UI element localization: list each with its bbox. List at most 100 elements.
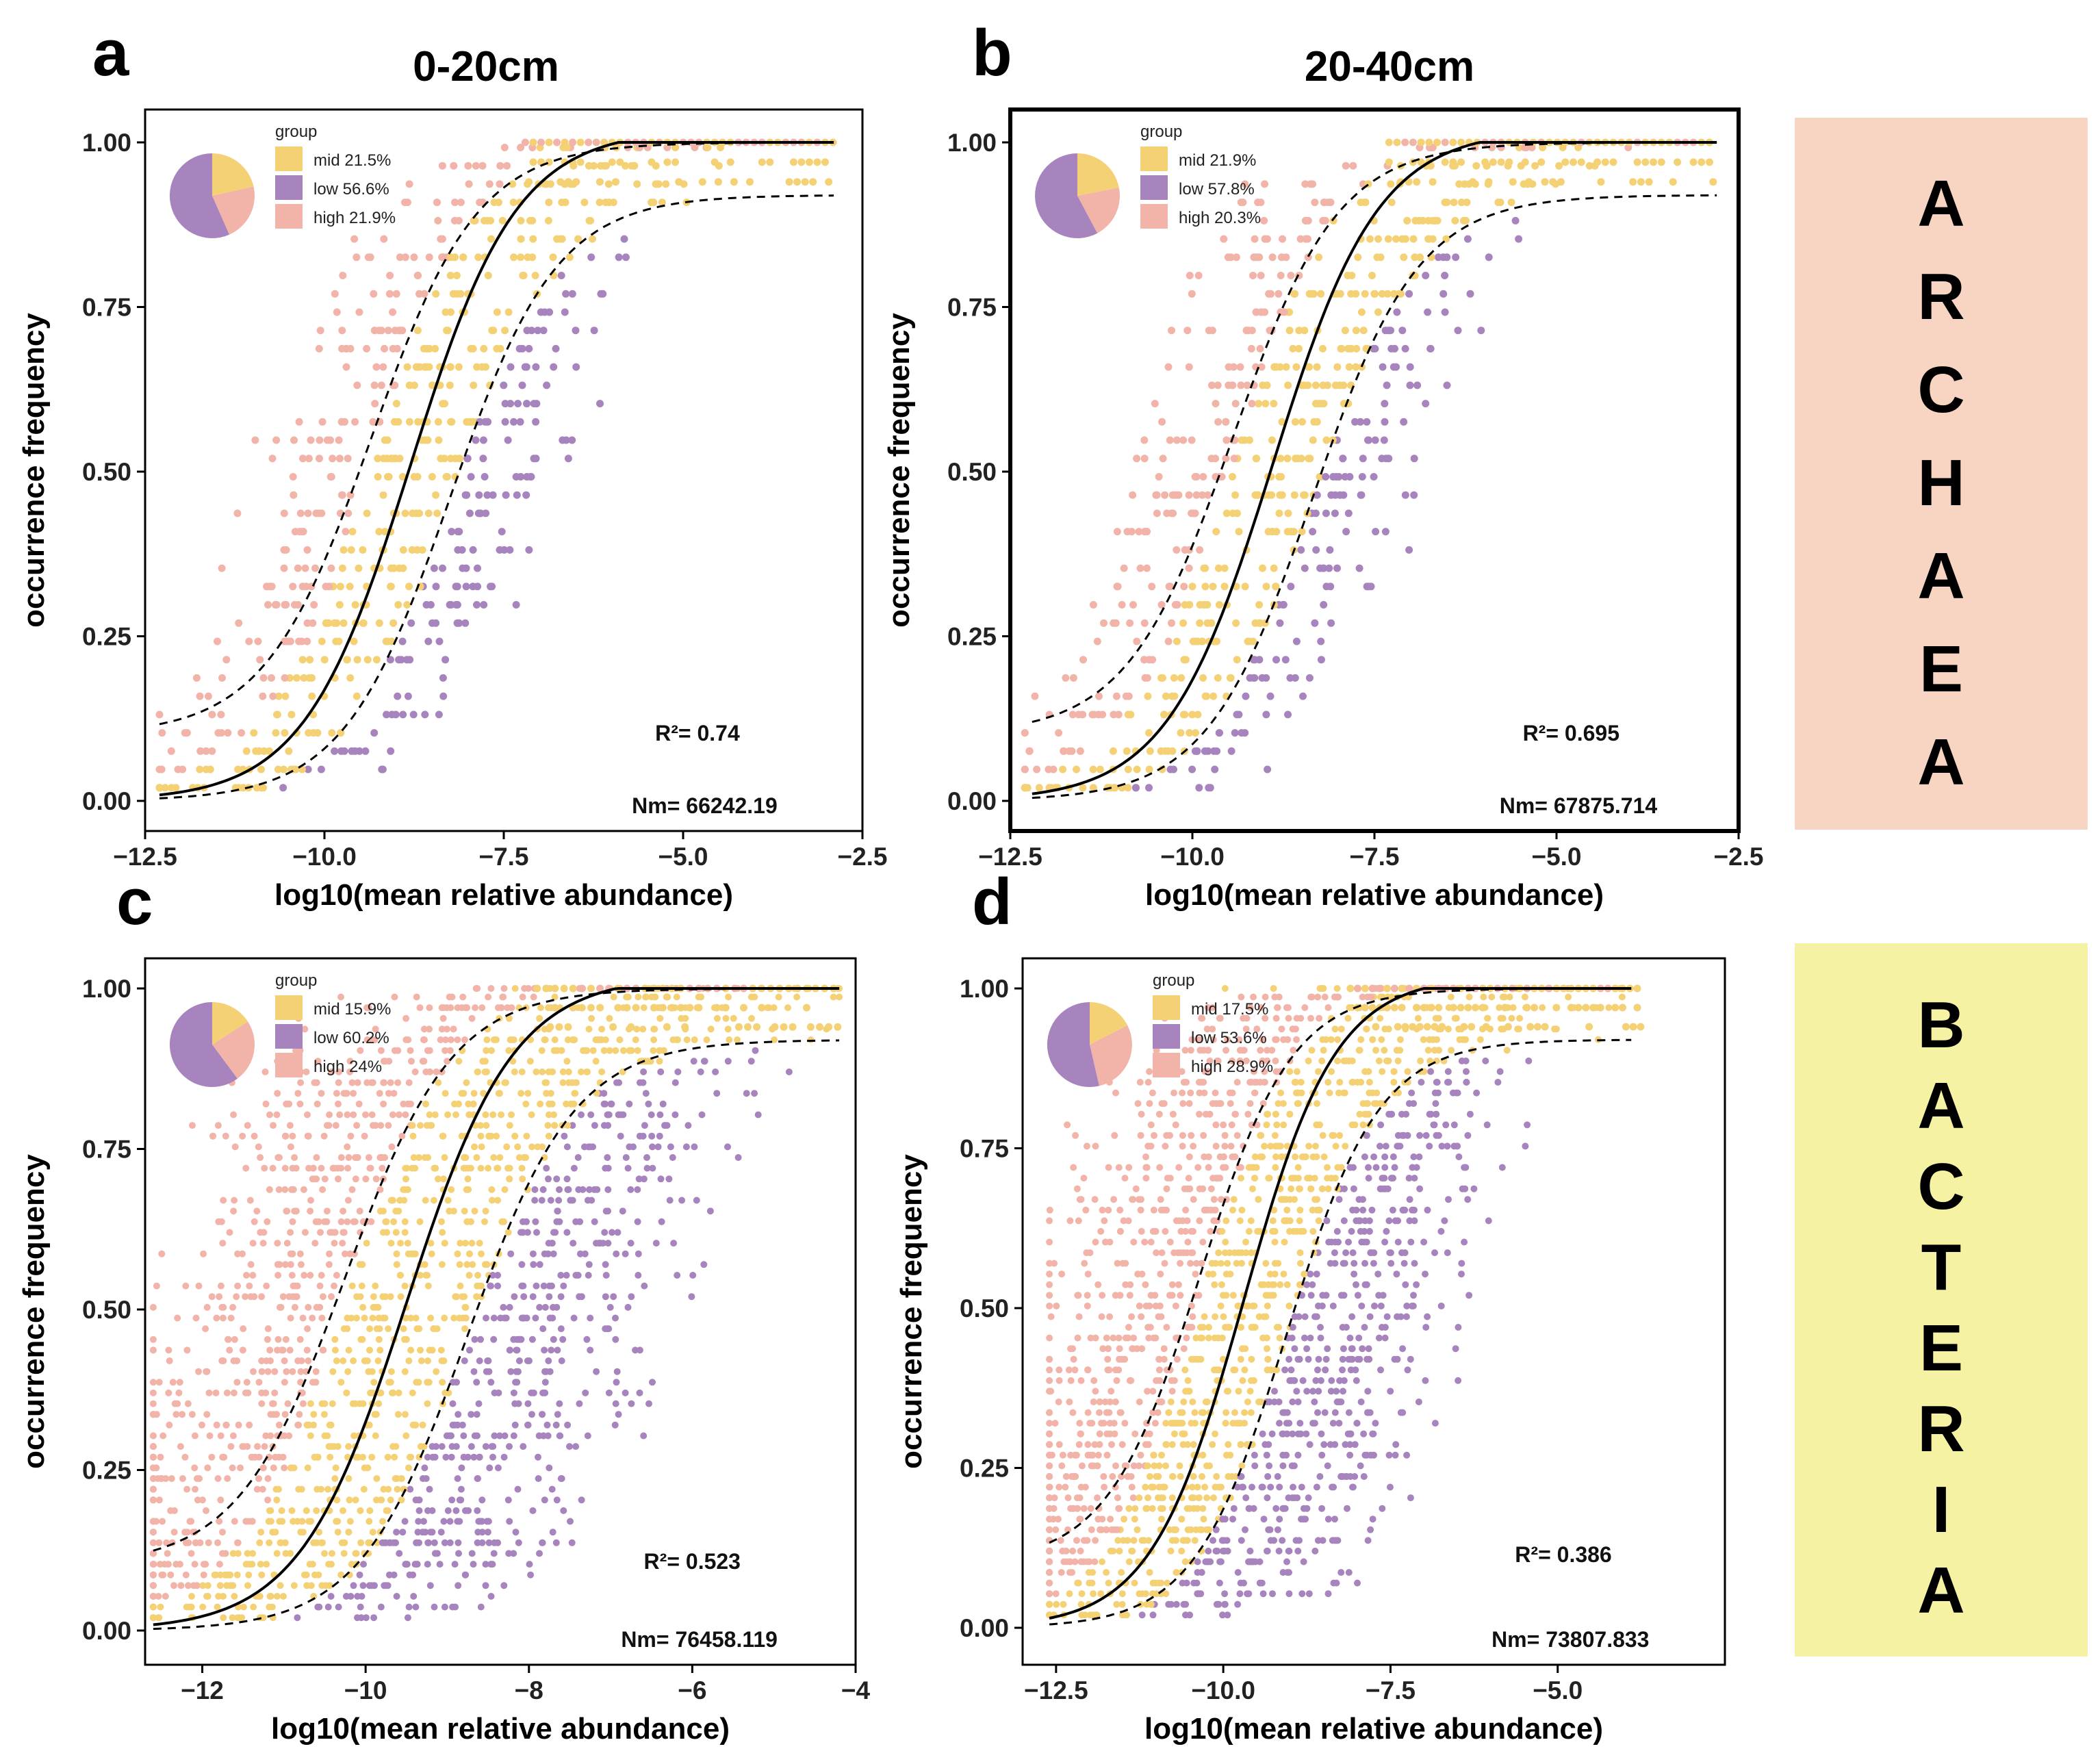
point-high (1155, 1110, 1163, 1118)
point-mid (1165, 1409, 1173, 1416)
point-low (642, 1090, 650, 1097)
point-mid (465, 1100, 472, 1108)
point-high (1096, 1398, 1103, 1405)
point-mid (308, 674, 316, 682)
point-mid (1246, 1164, 1254, 1171)
point-high (248, 1518, 256, 1525)
point-low (530, 455, 538, 463)
point-mid (1403, 216, 1411, 225)
point-high (372, 1025, 379, 1033)
point-top (675, 178, 683, 186)
point-mid (724, 1025, 732, 1033)
point-high (1140, 436, 1149, 444)
point-high (297, 1379, 305, 1386)
point-high (318, 1272, 325, 1279)
point-low (1240, 1579, 1247, 1587)
point-high (1106, 1398, 1114, 1405)
point-mid (376, 1346, 384, 1354)
point-high (319, 1293, 326, 1301)
point-high (1051, 1420, 1059, 1427)
point-mid (249, 1550, 257, 1557)
point-low (540, 1282, 548, 1290)
point-high (311, 564, 319, 572)
y-tick-label: 0.50 (947, 458, 997, 486)
point-low (1371, 436, 1379, 444)
point-mid (662, 180, 670, 188)
point-low (649, 1143, 656, 1151)
point-high (286, 1346, 294, 1354)
point-mid (320, 1411, 328, 1418)
point-high (350, 1111, 357, 1119)
point-low (1374, 1270, 1382, 1278)
point-mid (1229, 1206, 1236, 1214)
point-low (1445, 1196, 1452, 1203)
point-low (528, 1335, 536, 1343)
point-high (266, 1186, 273, 1193)
point-mid (450, 1207, 457, 1215)
point-high (1084, 1292, 1091, 1299)
point-mid (425, 1379, 433, 1386)
point-high (233, 1379, 241, 1386)
point-high (283, 1207, 290, 1215)
point-top (600, 138, 609, 146)
x-tick-label: −2.5 (837, 843, 887, 871)
point-mid (430, 1197, 437, 1204)
point-high (253, 1485, 261, 1493)
point-high (1198, 1260, 1205, 1267)
point-mid (734, 1036, 741, 1043)
point-high (262, 1389, 270, 1396)
point-low (532, 418, 540, 426)
point-low (724, 1058, 732, 1065)
point-mid (1191, 1409, 1199, 1416)
point-low (397, 656, 405, 664)
point-high (1080, 1505, 1088, 1512)
point-top (1457, 158, 1465, 166)
point-high (218, 1303, 226, 1311)
point-mid (367, 1389, 374, 1396)
point-mid (538, 1047, 546, 1054)
point-top (596, 1004, 604, 1012)
point-high (1160, 1355, 1168, 1363)
point-low (562, 290, 570, 298)
side-letter: I (1932, 1473, 1951, 1546)
point-mid (435, 1175, 441, 1183)
point-low (539, 1186, 547, 1193)
point-mid (257, 1561, 264, 1568)
point-high (1103, 1334, 1110, 1342)
x-tick-label: −2.5 (1713, 843, 1763, 871)
point-high (231, 1197, 238, 1204)
point-low (643, 1164, 651, 1172)
point-high (344, 1197, 352, 1204)
point-high (155, 711, 164, 719)
point-high (1267, 290, 1275, 298)
point-high (1100, 619, 1107, 627)
point-low (1201, 747, 1209, 755)
point-low (1434, 253, 1442, 261)
point-mid (551, 993, 559, 1001)
point-low (494, 1464, 502, 1472)
point-high (370, 290, 378, 298)
point-high (229, 1303, 237, 1311)
point-high (465, 180, 473, 188)
point-mid (344, 1314, 351, 1322)
legend-entry-low: low 56.6% (313, 180, 389, 199)
point-high (461, 1036, 468, 1043)
point-mid (563, 1058, 571, 1065)
point-mid (444, 1111, 452, 1119)
point-high (303, 619, 311, 627)
point-high (1253, 253, 1261, 261)
point-mid (306, 656, 314, 664)
point-mid (1262, 1260, 1270, 1267)
point-high (216, 1518, 223, 1525)
point-low (1398, 1110, 1405, 1118)
point-mid (1144, 692, 1152, 700)
point-low (537, 308, 545, 316)
point-mid (441, 1240, 448, 1247)
point-high (192, 674, 201, 682)
point-mid (397, 1272, 405, 1279)
point-mid (313, 729, 322, 737)
point-high (261, 1068, 269, 1075)
point-low (602, 1272, 610, 1279)
point-high (401, 199, 409, 207)
y-tick-label: 0.75 (947, 294, 997, 322)
